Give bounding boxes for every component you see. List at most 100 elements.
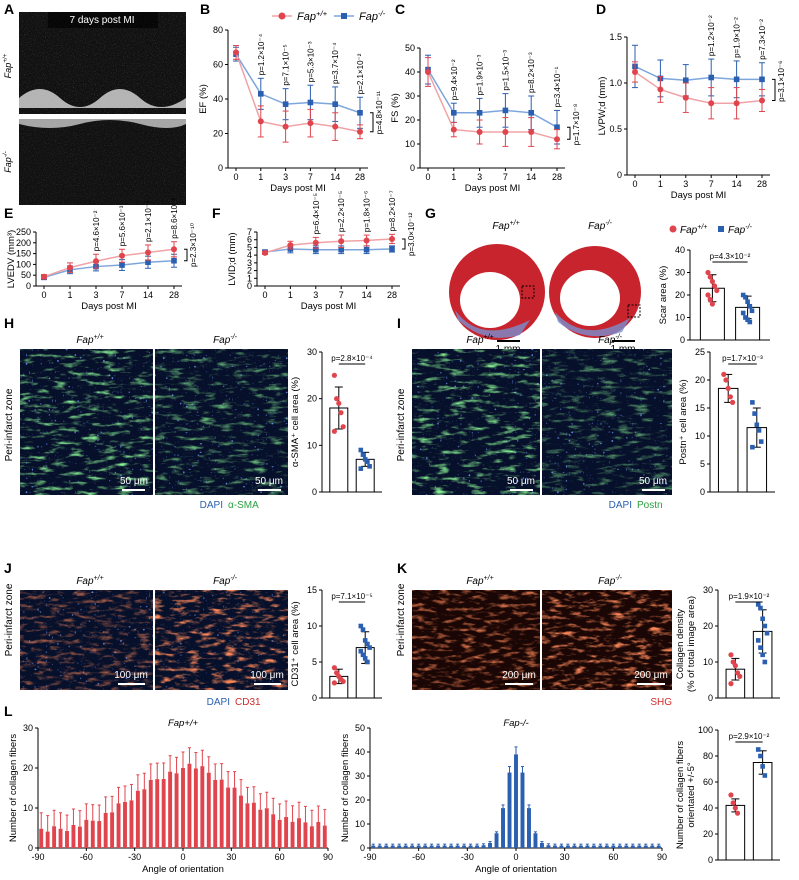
series-line-ko-B <box>235 53 361 114</box>
y-tick-label-I: 0 <box>700 487 705 497</box>
dot-ko-L3 <box>755 747 761 752</box>
hist-bar-wt <box>264 808 269 848</box>
micro-i: Peri-infarct zone Fap+/+ Fap-/- 50 μm 50… <box>396 334 672 511</box>
dot-ko-J <box>365 659 370 665</box>
panel-label-i: I <box>397 315 401 331</box>
dot-ko-J <box>365 641 370 647</box>
x-tick-label-B: 1 <box>258 172 263 182</box>
point-ko-F <box>338 246 344 253</box>
micro-j-wt-label: Fap+/+ <box>76 575 103 587</box>
hist-title-ko: Fap-/- <box>503 718 528 729</box>
hist-bar-wt <box>103 812 108 848</box>
echo-panel: 7 days post MI Fap+/+ Fap-/- <box>2 12 186 205</box>
hist-bar-ko <box>643 845 648 848</box>
zone-label-j: Peri-infarct zone <box>4 583 15 656</box>
hist-bar-ko <box>397 845 402 848</box>
y-tick-label-I: 20 <box>695 375 705 385</box>
point-wt-E <box>41 273 47 280</box>
point-ko-D <box>683 77 689 84</box>
p-value-E: p=5.6×10⁻³ <box>118 205 127 246</box>
x-tick-label-F: 14 <box>362 290 372 300</box>
hist-x-title-ko: Angle of orientation <box>475 864 557 875</box>
point-wt-E <box>119 252 125 259</box>
point-wt-E <box>171 246 177 253</box>
panel-label-g: G <box>425 205 436 221</box>
dot-ko-I <box>750 444 755 450</box>
point-wt-C <box>554 136 560 143</box>
point-wt-B <box>233 49 239 56</box>
heart-label-wt: Fap+/+ <box>492 220 519 232</box>
hist-bar-wt <box>155 779 160 848</box>
panel-label-j: J <box>4 560 12 576</box>
x-tick-label-B: 3 <box>283 172 288 182</box>
x-axis-title-C: Days post MI <box>465 183 520 194</box>
hist-bar-ko <box>565 845 570 848</box>
dot-ko-H <box>362 457 368 462</box>
hist-bar-wt <box>232 787 237 848</box>
y-tick-label-H: 30 <box>307 347 317 357</box>
hist-bar-wt <box>193 768 198 848</box>
point-wt-E <box>93 258 99 265</box>
y-tick-label-G: 10 <box>675 313 685 323</box>
y-tick-label-F: 2 <box>247 266 252 276</box>
series-line-wt-E <box>43 248 175 278</box>
hist-bar-wt <box>316 822 321 848</box>
hist-bar-ko <box>514 754 518 848</box>
stain-i2: Postn <box>637 500 663 511</box>
hist-x-tick-label-wt: 90 <box>323 852 333 862</box>
x-tick-label-C: 3 <box>477 172 482 182</box>
hist-bar-wt <box>84 819 89 848</box>
hist-bar-ko <box>656 845 661 848</box>
y-axis-title-B: EF (%) <box>198 84 209 114</box>
y-tick-label-E: 50 <box>21 270 31 280</box>
stain-j2: CD31 <box>235 697 261 708</box>
legend-g-wt-marker <box>669 225 677 233</box>
x-tick-label-F: 3 <box>313 290 318 300</box>
micro-j-ko-label: Fap-/- <box>213 575 238 587</box>
histogram-wt: 0 10 20 30 -90 -60 -30 0 30 60 90 Angle of orientat… <box>8 718 333 875</box>
hist-bar-ko <box>436 845 441 848</box>
sig-p-G: p=4.3×10⁻² <box>710 252 751 261</box>
x-tick-label-F: 28 <box>387 290 397 300</box>
bar-chart-g: 0 10 20 30 40 p=4.3×10⁻² Scar area (%) <box>658 245 770 345</box>
p-value-C: p=1.5×10⁻³ <box>501 50 510 91</box>
y-axis-title-G: Scar area (%) <box>658 266 669 325</box>
point-ko-C <box>528 110 534 116</box>
echo-title: 7 days post MI <box>69 15 134 26</box>
dot-ko-K <box>762 623 768 629</box>
hist-bar-wt <box>206 772 211 848</box>
hist-bar-wt <box>297 818 301 848</box>
chart-d: 0 0.5 1.0 1.5 0 1 3 7 14 28 Days post MI LVPW;d (mm… <box>597 15 786 201</box>
y-tick-label-C: 30 <box>405 91 415 101</box>
dot-wt-K <box>728 681 734 687</box>
hist-bar-wt <box>219 779 224 848</box>
hist-bar-ko <box>539 842 544 848</box>
dot-wt-H <box>340 424 346 430</box>
y-tick-label-D: 1.5 <box>609 32 622 42</box>
dot-ko-K <box>758 605 763 611</box>
bar-chart-j: 0 5 10 15 p=7.1×10⁻⁵ CD31⁺ cell area (%) <box>290 585 382 703</box>
point-wt-B <box>257 118 264 125</box>
micro-h-wt-label: Fap+/+ <box>76 334 103 346</box>
x-tick-label-E: 1 <box>67 290 72 300</box>
y-axis-title-L3: orientated +/-5° <box>686 762 697 828</box>
hist-y-tick-label-ko: 0 <box>360 843 365 853</box>
x-tick-label-E: 0 <box>41 290 46 300</box>
point-wt-F <box>389 235 395 242</box>
p-value-C: p=1.9×10⁻³ <box>476 54 485 95</box>
x-tick-label-D: 1 <box>658 179 663 189</box>
hist-bar-ko <box>455 845 460 848</box>
bracket-p-F: p=3.0×10⁻¹² <box>407 212 416 256</box>
panel-label-d: D <box>596 1 606 17</box>
hist-bar-ko <box>429 845 434 848</box>
hist-bar-ko <box>377 845 382 848</box>
hist-y-title-wt: Number of collagen fibers <box>8 734 19 842</box>
legend-wt-marker <box>278 12 286 20</box>
hist-x-tick-label-wt: 30 <box>226 852 236 862</box>
bar-chart-i: 0 5 10 15 20 25 p=1.7×10⁻³ Postn⁺ cell area (%) <box>678 347 775 497</box>
sig-p-I: p=1.7×10⁻³ <box>722 354 763 363</box>
hist-bar-wt <box>129 800 134 848</box>
echo-label-ko: Fap-/- <box>2 151 13 172</box>
y-tick-label-F: 1 <box>247 273 252 283</box>
